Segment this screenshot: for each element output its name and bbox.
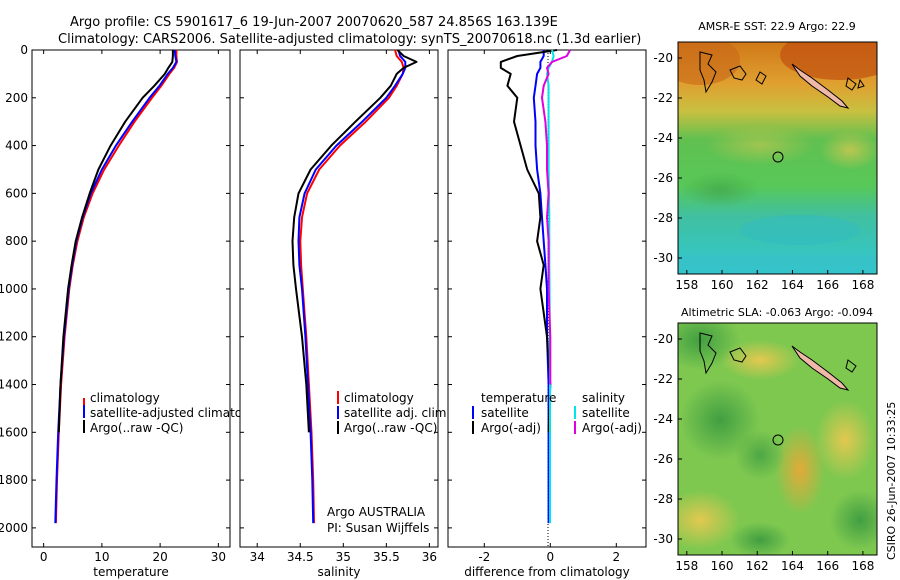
figure-title: Argo profile: CS 5901617_6 19-Jun-2007 2… xyxy=(70,15,558,30)
map-y-tick-label: -30 xyxy=(653,532,673,546)
x-tick-label: 34 xyxy=(250,550,265,564)
salinity-panel: 34 34.5 35 35.5 36 salinity climatology sate… xyxy=(239,49,450,579)
map-y-tick-label: -24 xyxy=(653,412,673,426)
y-tick-label: 1000 xyxy=(0,282,28,296)
x-tick-label: -2 xyxy=(478,550,490,564)
map-y-tick-label: -30 xyxy=(653,251,673,265)
map-y-tick-label: -20 xyxy=(653,332,673,346)
timestamp-stamp: CSIRO 26-Jun-2007 10:33:25 xyxy=(885,402,898,560)
map-x-tick-label: 162 xyxy=(746,278,769,292)
map-y-tick-label: -28 xyxy=(653,492,673,506)
credit-text: Argo AUSTRALIA xyxy=(327,505,426,519)
legend-label: Argo(..raw -QC) xyxy=(344,421,437,435)
legend-label: climatology xyxy=(344,391,414,405)
map-y-tick-label: -20 xyxy=(653,51,673,65)
series-line-temperature-satellite xyxy=(532,50,550,524)
map-x-tick-label: 164 xyxy=(781,278,804,292)
legend-label: satellite adj. clim. xyxy=(344,406,450,420)
difference-legend: temperature satellite Argo(-adj) salinit… xyxy=(472,391,642,435)
difference-panel: -2 0 2 difference from climatology tempera… xyxy=(447,49,647,579)
y-tick-label: 1600 xyxy=(0,425,28,439)
y-tick-label: 200 xyxy=(5,91,28,105)
sst-map-frame xyxy=(677,41,878,275)
y-tick-label: 2000 xyxy=(0,521,28,535)
map-y-tick-label: -24 xyxy=(653,131,673,145)
map-x-tick-label: 160 xyxy=(711,559,734,573)
x-tick-label: 0 xyxy=(546,550,554,564)
difference-axis-label: difference from climatology xyxy=(464,565,630,579)
y-tick-label: 0 xyxy=(20,43,28,57)
legend-label: Argo(-adj) xyxy=(582,421,642,435)
series-line-temperature-argo-adj xyxy=(499,49,558,433)
x-tick-label: 35.5 xyxy=(373,550,400,564)
y-tick-label: 1800 xyxy=(0,473,28,487)
sla-map-frame xyxy=(677,322,878,556)
series-line-salinity-argo-adj xyxy=(541,49,571,385)
y-tick-label: 800 xyxy=(5,234,28,248)
map-x-tick-label: 166 xyxy=(816,278,839,292)
map-x-tick-label: 164 xyxy=(781,559,804,573)
map-x-tick-label: 168 xyxy=(851,278,874,292)
x-tick-label: 34.5 xyxy=(287,550,314,564)
map-x-tick-label: 166 xyxy=(816,559,839,573)
sla-argo-location-marker xyxy=(772,434,784,446)
series-line-satellite-adj-clim xyxy=(297,49,407,524)
x-tick-label: 30 xyxy=(211,550,226,564)
map-y-tick-label: -22 xyxy=(653,91,673,105)
map-x-tick-label: 158 xyxy=(675,278,698,292)
temperature-axis-label: temperature xyxy=(93,565,168,579)
x-tick-label: 35 xyxy=(336,550,351,564)
x-tick-label: 20 xyxy=(152,550,167,564)
temperature-panel: 0 10 20 30 0 200 400 600 800 1000 1200 1400 1600 1800… xyxy=(0,43,268,579)
map-x-tick-label: 168 xyxy=(851,559,874,573)
legend-label: Argo(..raw -QC) xyxy=(90,421,183,435)
legend-label: satellite-adjusted climatology xyxy=(90,406,268,420)
series-line-argo-raw-qc xyxy=(291,49,418,433)
sst-heatmap xyxy=(678,42,877,274)
salinity-axes-frame xyxy=(239,49,439,548)
x-tick-label: 2 xyxy=(612,550,620,564)
legend-label: climatology xyxy=(90,391,160,405)
sst-map-panel: AMSR-E SST: 22.9 Argo: 22.9 158 160 162 164… xyxy=(653,20,878,292)
x-tick-label: 10 xyxy=(94,550,109,564)
map-x-tick-label: 160 xyxy=(711,278,734,292)
legend-label: satellite xyxy=(481,406,529,420)
y-tick-label: 400 xyxy=(5,139,28,153)
sla-map-title: Altimetric SLA: -0.063 Argo: -0.094 xyxy=(681,306,873,319)
sla-map-panel: Altimetric SLA: -0.063 Argo: -0.094 158 1… xyxy=(653,306,878,573)
map-y-tick-label: -28 xyxy=(653,211,673,225)
sla-heatmap xyxy=(678,323,877,555)
series-line-argo-raw-qc xyxy=(57,50,174,433)
salinity-axis-label: salinity xyxy=(317,565,360,579)
map-y-tick-label: -26 xyxy=(653,452,673,466)
map-x-tick-label: 162 xyxy=(746,559,769,573)
map-y-tick-label: -26 xyxy=(653,171,673,185)
map-y-tick-label: -22 xyxy=(653,372,673,386)
salinity-legend: climatology satellite adj. clim. Argo(..… xyxy=(337,391,450,435)
y-tick-label: 1200 xyxy=(0,330,28,344)
temperature-axes-frame xyxy=(31,49,231,548)
figure-subtitle: Climatology: CARS2006. Satellite-adjuste… xyxy=(58,32,641,47)
y-tick-label: 600 xyxy=(5,186,28,200)
sst-map-title: AMSR-E SST: 22.9 Argo: 22.9 xyxy=(698,20,856,33)
legend-label: satellite xyxy=(582,406,630,420)
legend-heading-salinity: salinity xyxy=(582,391,625,405)
legend-heading-temperature: temperature xyxy=(481,391,556,405)
temperature-legend: climatology satellite-adjusted climatolo… xyxy=(83,391,268,435)
legend-label: Argo(-adj) xyxy=(481,421,541,435)
pi-text: PI: Susan Wijffels xyxy=(327,521,429,535)
y-tick-label: 1400 xyxy=(0,378,28,392)
sst-argo-location-marker xyxy=(772,151,784,163)
x-tick-label: 36 xyxy=(422,550,437,564)
map-x-tick-label: 158 xyxy=(675,559,698,573)
x-tick-label: 0 xyxy=(40,550,48,564)
